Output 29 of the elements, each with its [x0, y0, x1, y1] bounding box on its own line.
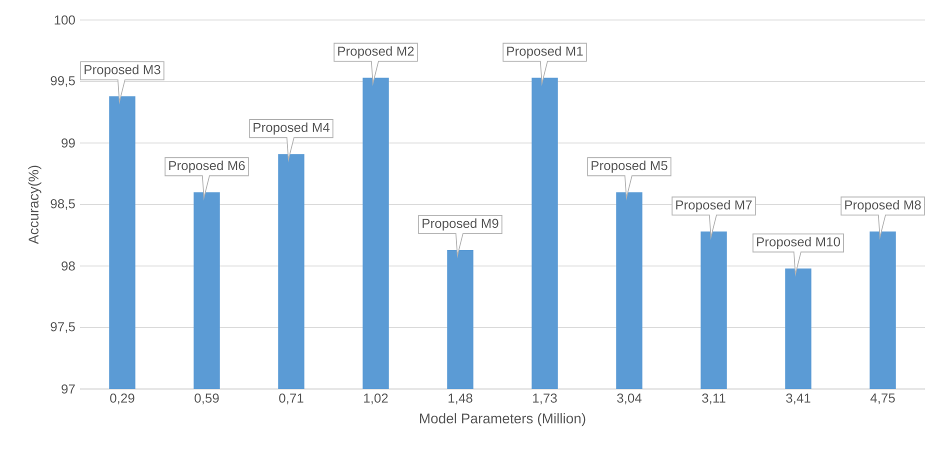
annotation: Proposed M3	[84, 64, 160, 77]
x-tick-label: 0,71	[279, 394, 304, 404]
y-axis-title: Accuracy(%)	[28, 166, 42, 244]
annotation: Proposed M7	[676, 200, 752, 212]
y-tick-label: 97	[62, 384, 75, 394]
annotation: Proposed M2	[338, 46, 414, 58]
y-tick-label: 98	[62, 261, 75, 271]
y-tick-label: 98,5	[50, 199, 75, 210]
x-tick-label: 4,75	[870, 394, 895, 404]
y-tick-label: 100	[54, 15, 75, 25]
annotation: Proposed M9	[422, 218, 498, 231]
y-tick-label: 99,5	[50, 76, 75, 87]
y-tick-label: 99	[62, 138, 75, 148]
y-tick-label: 97,5	[50, 322, 75, 333]
x-tick-label: 0,29	[110, 394, 134, 404]
x-tick-label: 3,41	[786, 394, 810, 404]
x-tick-label: 1,02	[364, 394, 388, 404]
annotation: Proposed M8	[845, 200, 921, 212]
x-tick-label: 0,59	[194, 394, 219, 404]
x-tick-label: 3,11	[702, 394, 726, 404]
annotation: Proposed M6	[169, 160, 245, 173]
annotation: Proposed M10	[757, 236, 840, 250]
annotation: Proposed M5	[592, 160, 668, 173]
x-tick-label: 3,04	[617, 394, 642, 404]
annotation: Proposed M4	[254, 122, 330, 135]
annotation: Proposed M1	[507, 46, 583, 58]
x-tick-label: 1,48	[448, 394, 472, 404]
x-tick-label: 1,73	[533, 394, 557, 404]
x-axis-title: Model Parameters (Million)	[420, 413, 586, 426]
